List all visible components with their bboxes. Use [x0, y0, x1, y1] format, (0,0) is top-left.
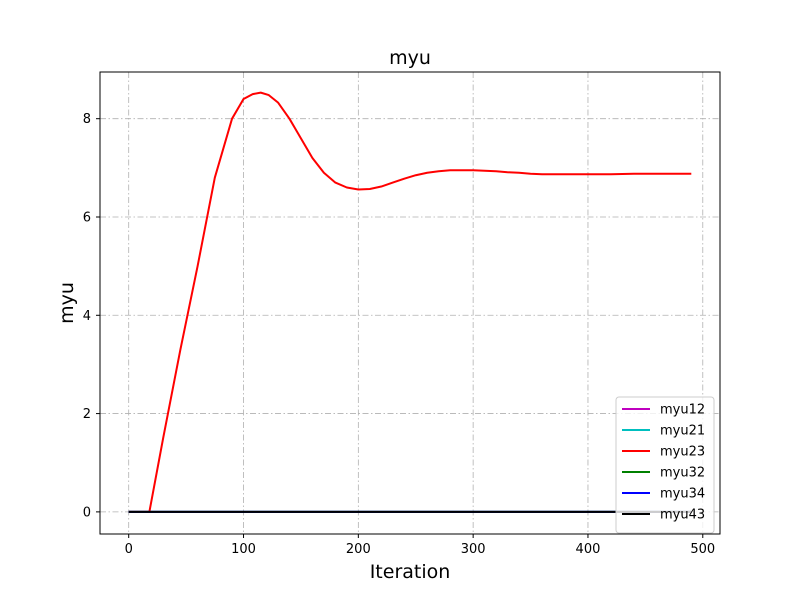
- legend-label-myu32: myu32: [660, 466, 705, 481]
- y-axis-ticks: 0 2 4 6 8: [83, 112, 100, 520]
- legend: myu12 myu21 myu23 myu32 myu34 myu43: [615, 396, 715, 534]
- x-tick-label: 400: [576, 542, 601, 557]
- x-tick-label: 300: [461, 542, 486, 557]
- y-tick-label: 0: [83, 505, 91, 520]
- legend-label-myu43: myu43: [660, 508, 705, 523]
- x-tick-label: 100: [231, 542, 256, 557]
- series-lines: [128, 91, 692, 513]
- y-tick-label: 8: [83, 112, 91, 127]
- y-tick-label: 2: [83, 407, 91, 422]
- x-tick-label: 500: [690, 542, 715, 557]
- y-tick-label: 4: [83, 309, 91, 324]
- legend-label-myu21: myu21: [660, 424, 705, 439]
- y-tick-label: 6: [83, 210, 91, 225]
- legend-label-myu23: myu23: [660, 445, 705, 460]
- x-tick-label: 0: [125, 542, 133, 557]
- legend-label-myu34: myu34: [660, 487, 705, 502]
- plot-area-frame: [99, 71, 721, 535]
- y-axis-label: myu: [56, 282, 78, 324]
- x-tick-label: 200: [346, 542, 371, 557]
- x-axis-label: Iteration: [370, 561, 451, 583]
- legend-label-myu12: myu12: [660, 403, 705, 418]
- chart-title: myu: [389, 47, 431, 69]
- x-axis-ticks: 0 100 200 300 400 500: [125, 534, 715, 557]
- series-line-myu23: [128, 91, 692, 513]
